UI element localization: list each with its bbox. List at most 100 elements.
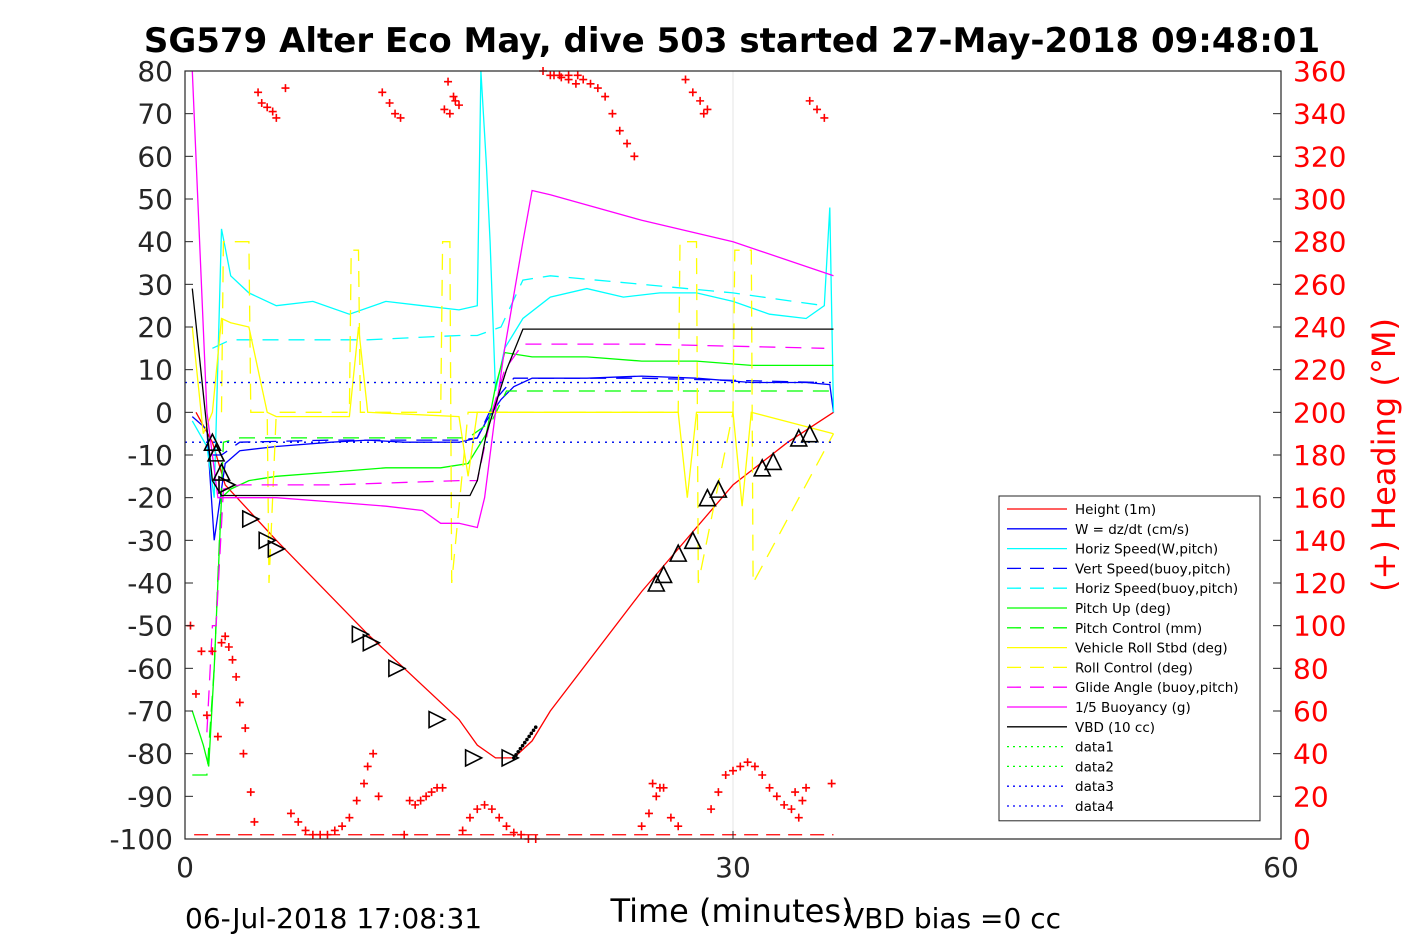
y-right-tick-label: 240 [1293, 311, 1346, 344]
dive-marker-right [501, 748, 520, 768]
heading-point [791, 788, 800, 797]
sample-dot [529, 731, 534, 736]
heading-point [246, 788, 255, 797]
dive-marker-up [654, 564, 673, 584]
sample-dot [518, 746, 523, 751]
legend-label: data1 [1075, 740, 1114, 756]
legend-label: Horiz Speed(W,pitch) [1075, 542, 1218, 558]
heading-point [191, 689, 200, 698]
sample-dot [520, 743, 525, 748]
legend-label: data4 [1075, 799, 1114, 815]
heading-point [659, 783, 668, 792]
marker-layer [203, 423, 820, 768]
dive-marker-up [203, 432, 222, 452]
heading-point [601, 92, 610, 101]
heading-point [451, 96, 460, 105]
heading-point [480, 800, 489, 809]
y-tick-label: -20 [127, 482, 173, 515]
heading-point [224, 643, 233, 651]
heading-point [696, 96, 705, 105]
heading-point [445, 109, 454, 118]
series-line-11 [191, 288, 834, 497]
heading-point [281, 84, 290, 93]
heading-point [648, 779, 657, 788]
heading-point [254, 88, 263, 97]
dive-marker-right [351, 624, 371, 644]
heading-point [772, 792, 781, 801]
dive-marker-right [388, 659, 407, 678]
y-right-tick-label: 100 [1293, 610, 1346, 643]
heading-point [487, 805, 496, 814]
dive-marker-up [709, 479, 728, 498]
legend-label: Vehicle Roll Stbd (deg) [1075, 641, 1228, 657]
y-right-tick-label: 340 [1293, 98, 1346, 131]
heading-point [743, 758, 752, 767]
heading-point [780, 800, 789, 809]
heading-point [652, 792, 661, 801]
heading-point [405, 796, 414, 805]
heading-point [802, 783, 811, 792]
series-line-4 [212, 275, 825, 349]
heading-point [338, 822, 347, 831]
heading-point [369, 749, 378, 758]
heading-point [827, 779, 836, 788]
heading-point [765, 783, 774, 792]
heading-point [586, 79, 595, 88]
heading-point [416, 796, 425, 805]
heading-point [449, 92, 458, 101]
heading-point [352, 796, 361, 805]
heading-point [208, 647, 217, 656]
legend-label: W = dz/dt (cm/s) [1075, 522, 1189, 538]
heading-point [564, 75, 573, 84]
dive-marker-right [258, 531, 277, 550]
legend-label: Vert Speed(buoy,pitch) [1075, 561, 1231, 577]
heading-point [235, 698, 244, 707]
heading-point [444, 77, 453, 86]
y-tick-label: 40 [137, 226, 173, 259]
y-tick-label: -70 [127, 695, 173, 728]
heading-point [422, 792, 431, 801]
heading-layer [186, 67, 836, 843]
y-tick-label: 60 [137, 140, 173, 173]
heading-point [509, 828, 518, 837]
heading-point [250, 817, 259, 826]
heading-point [396, 113, 405, 122]
heading-point [221, 632, 230, 641]
series-line-3 [212, 377, 825, 456]
heading-point [330, 826, 339, 835]
sample-dot [527, 734, 531, 739]
dive-marker-up [212, 462, 231, 481]
heading-point [411, 800, 420, 809]
y-right-tick-label: 80 [1293, 652, 1329, 685]
sample-dot [522, 740, 527, 745]
y-tick-label: 10 [137, 354, 173, 387]
y-right-tick-label: 300 [1293, 183, 1346, 216]
legend-label: Height (1m) [1075, 502, 1156, 518]
heading-point [241, 724, 250, 733]
heading-point [374, 792, 383, 801]
x-tick-label: 60 [1263, 851, 1299, 884]
legend-label: data3 [1075, 779, 1114, 795]
heading-point [473, 805, 482, 814]
y-right-tick-label: 200 [1293, 396, 1346, 429]
heading-point [239, 749, 248, 758]
footer-vbd-bias: VBD bias =0 cc [845, 902, 1061, 935]
heading-point [455, 101, 463, 110]
x-tick-label: 30 [715, 851, 751, 884]
y-tick-label: 80 [137, 55, 173, 88]
heading-point [438, 783, 447, 792]
dive-marker-right [362, 633, 382, 653]
legend-label: Horiz Speed(buoy,pitch) [1075, 581, 1238, 597]
heading-point [750, 762, 759, 771]
heading-point [699, 109, 708, 118]
y-right-tick-label: 160 [1293, 482, 1346, 515]
heading-point [729, 766, 737, 775]
y-tick-label: 0 [155, 396, 173, 429]
y-right-axis-label: (+) Heading (°M) [1365, 318, 1403, 592]
heading-point [758, 771, 767, 779]
heading-point [301, 826, 310, 835]
x-axis-label: Time (minutes) [610, 892, 854, 930]
legend-label: 1/5 Buoyancy (g) [1075, 700, 1191, 716]
heading-point [787, 805, 796, 814]
heading-point [573, 71, 582, 80]
